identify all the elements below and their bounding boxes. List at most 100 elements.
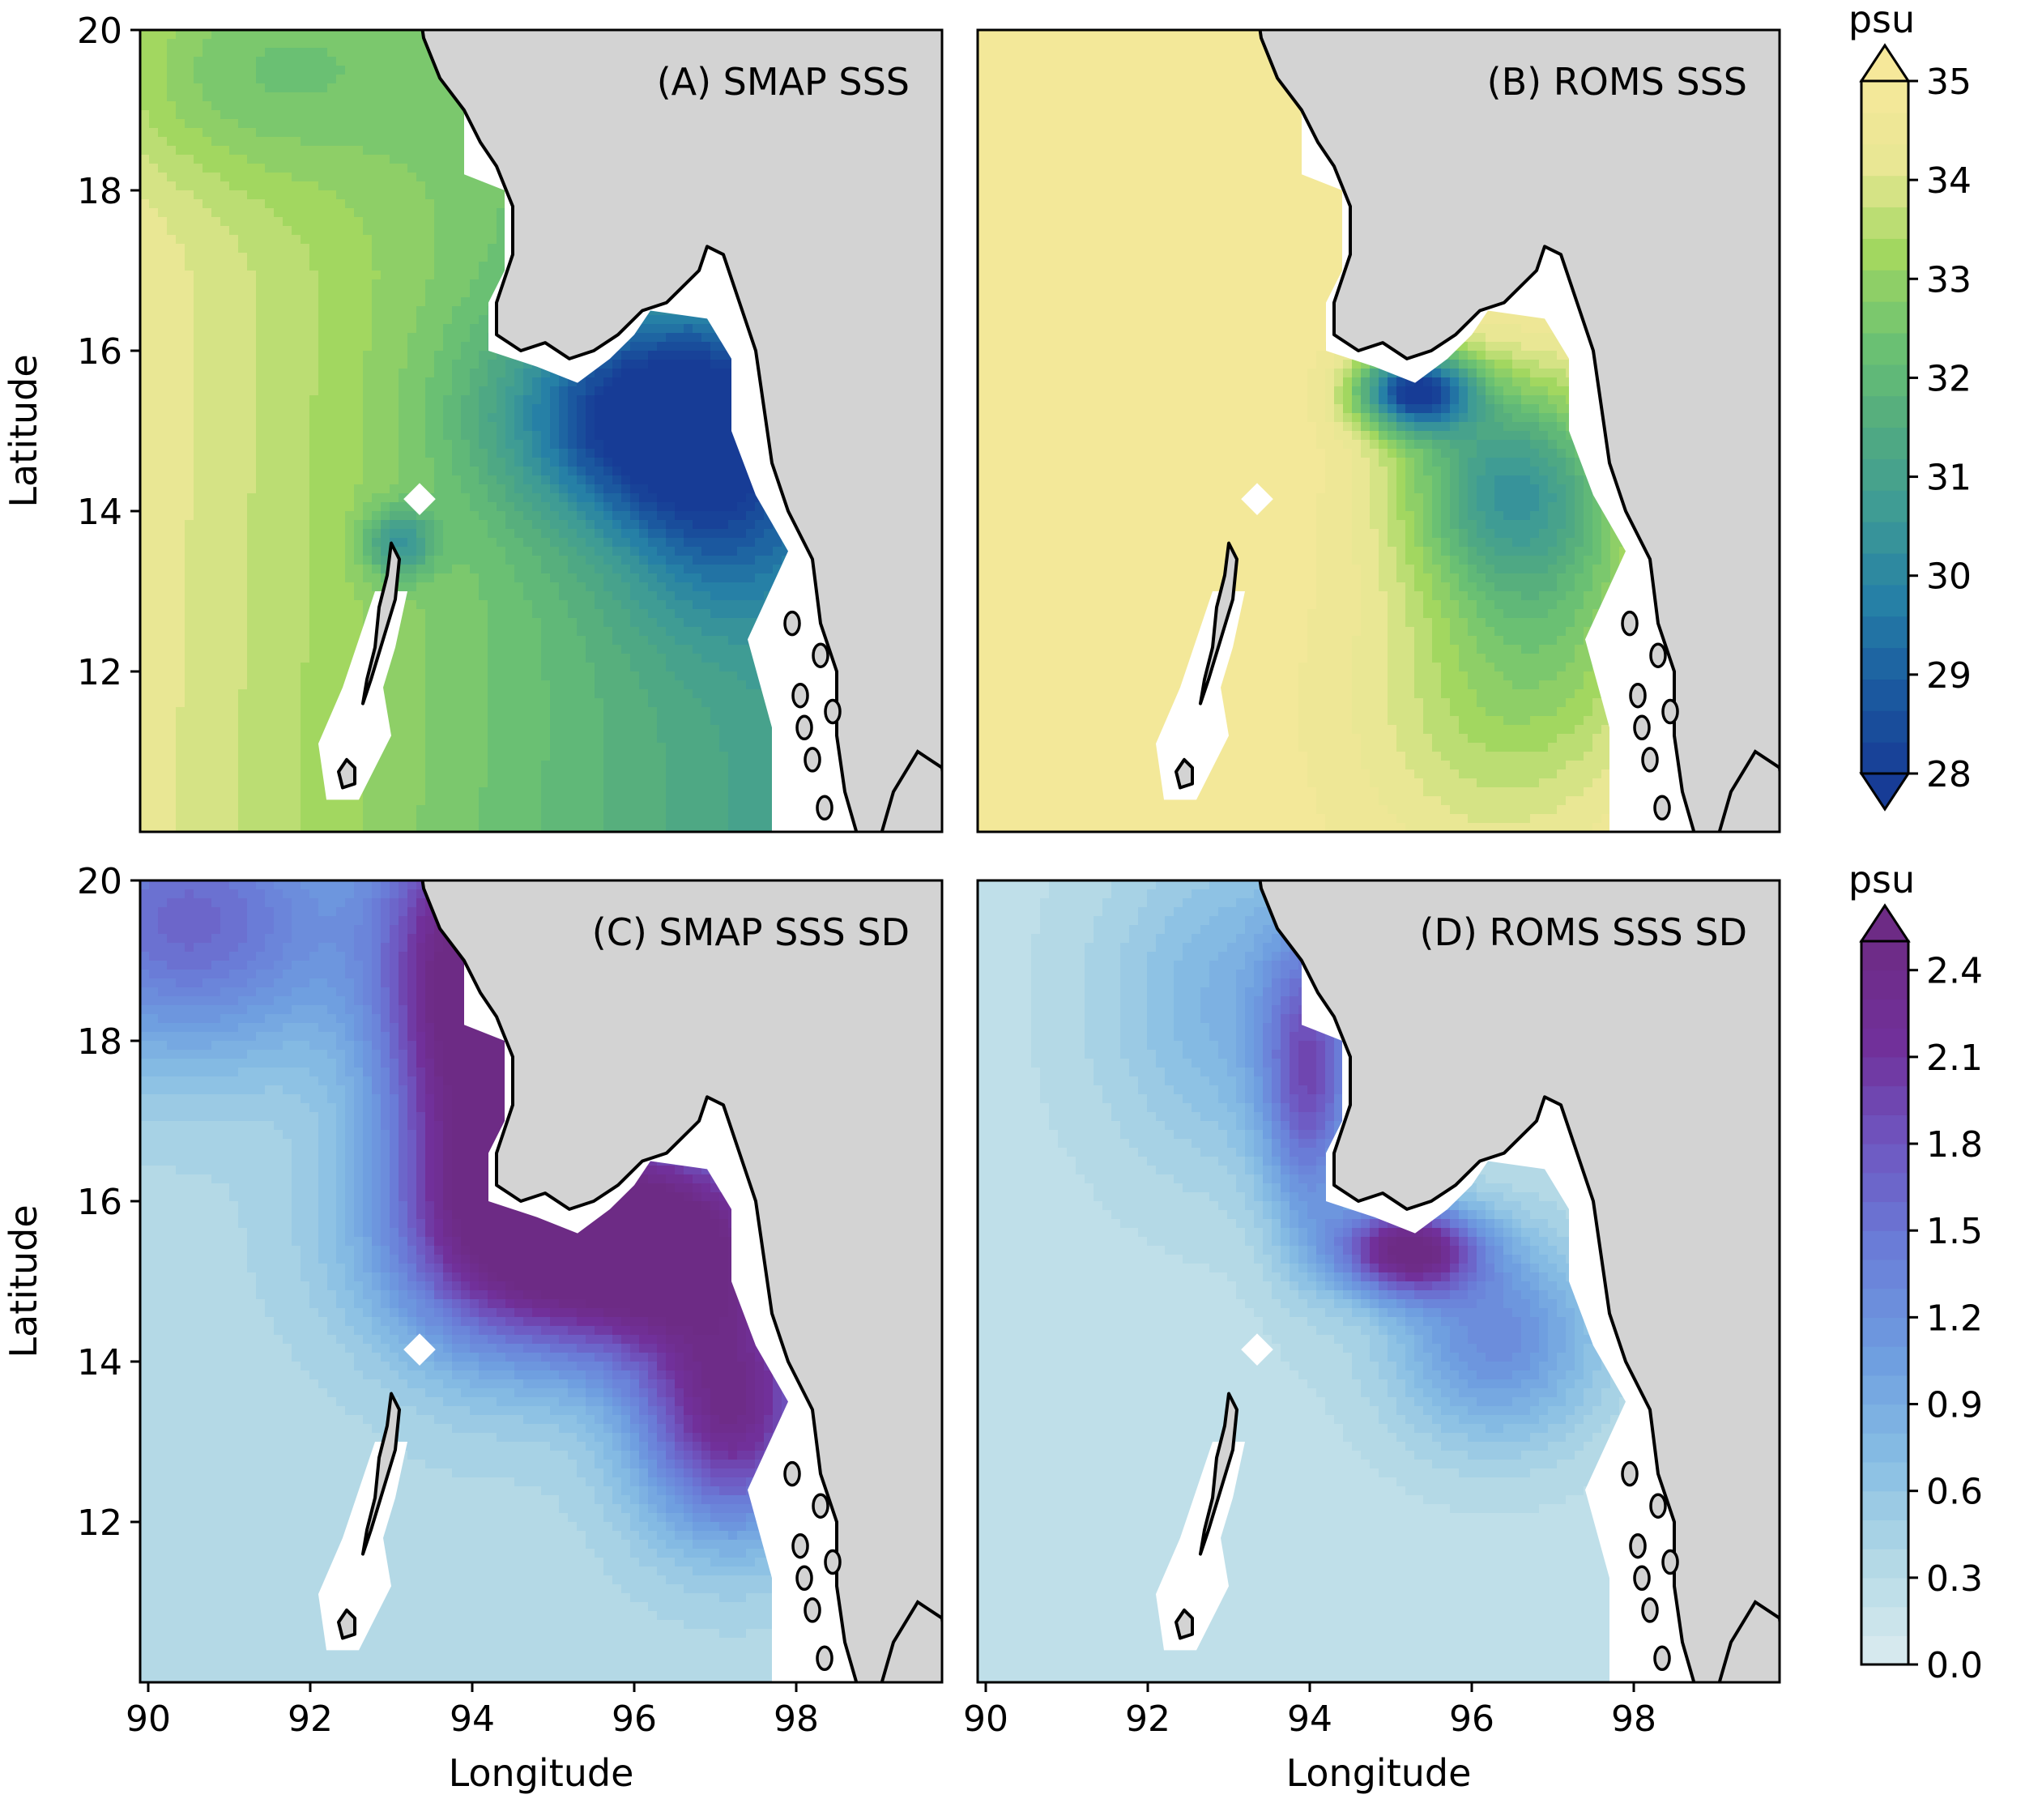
field-cell — [719, 422, 729, 432]
field-cell — [470, 502, 480, 512]
field-cell — [407, 413, 417, 423]
field-cell — [292, 520, 301, 530]
field-cell — [452, 422, 462, 432]
field-cell — [416, 333, 426, 343]
field-cell — [407, 395, 417, 405]
field-cell — [345, 467, 355, 476]
field-cell — [354, 101, 364, 111]
field-cell — [514, 431, 524, 441]
field-cell — [452, 101, 462, 111]
field-cell — [220, 48, 230, 58]
field-cell — [586, 386, 595, 396]
field-cell — [185, 315, 194, 325]
field-cell — [470, 440, 480, 450]
field-cell — [425, 449, 435, 458]
field-cell — [256, 271, 266, 280]
field-cell — [532, 484, 542, 494]
field-cell — [603, 404, 613, 414]
field-cell — [684, 475, 693, 485]
field-cell — [390, 369, 399, 378]
field-cell — [211, 235, 221, 245]
field-cell — [381, 342, 390, 352]
field-cell — [363, 315, 373, 325]
field-cell — [194, 39, 203, 49]
field-cell — [318, 467, 328, 476]
field-cell — [185, 395, 194, 405]
field-cell — [176, 190, 185, 200]
field-cell — [283, 377, 292, 387]
field-cell — [728, 458, 738, 467]
field-cell — [479, 306, 488, 316]
field-cell — [301, 128, 310, 138]
field-cell — [185, 48, 194, 58]
field-cell — [434, 502, 444, 512]
field-cell — [158, 128, 168, 138]
field-cell — [247, 297, 257, 307]
field-cell — [194, 422, 203, 432]
field-cell — [577, 431, 586, 441]
field-cell — [220, 244, 230, 254]
field-cell — [381, 226, 390, 236]
field-cell — [568, 395, 578, 405]
field-cell — [363, 146, 373, 156]
field-cell — [336, 458, 346, 467]
field-cell — [220, 360, 230, 369]
field-cell — [657, 440, 667, 450]
field-cell — [265, 101, 275, 111]
field-cell — [452, 520, 462, 530]
field-cell — [247, 110, 257, 120]
field-cell — [523, 431, 533, 441]
field-cell — [318, 440, 328, 450]
field-cell — [185, 431, 194, 441]
field-cell — [390, 83, 399, 93]
field-cell — [211, 288, 221, 298]
field-cell — [630, 404, 640, 414]
field-cell — [140, 208, 150, 218]
field-cell — [470, 449, 480, 458]
field-cell — [381, 253, 390, 262]
field-cell — [158, 244, 168, 254]
field-cell — [363, 217, 373, 227]
field-cell — [301, 66, 310, 75]
field-cell — [247, 119, 257, 129]
field-cell — [434, 208, 444, 218]
field-cell — [292, 279, 301, 289]
field-cell — [746, 484, 756, 494]
field-cell — [354, 155, 364, 164]
field-cell — [318, 297, 328, 307]
field-cell — [265, 413, 275, 423]
field-cell — [176, 226, 185, 236]
field-cell — [318, 458, 328, 467]
field-cell — [202, 493, 212, 503]
field-cell — [621, 369, 631, 378]
field-cell — [336, 199, 346, 209]
field-cell — [336, 297, 346, 307]
field-cell — [301, 386, 310, 396]
field-cell — [452, 449, 462, 458]
field-cell — [470, 288, 480, 298]
field-cell — [185, 369, 194, 378]
field-cell — [354, 431, 364, 441]
field-cell — [292, 502, 301, 512]
field-cell — [603, 502, 613, 512]
field-cell — [176, 386, 185, 396]
field-cell — [292, 467, 301, 476]
field-cell — [514, 511, 524, 521]
field-cell — [318, 83, 328, 93]
field-cell — [381, 110, 390, 120]
field-cell — [719, 467, 729, 476]
field-cell — [149, 75, 159, 84]
field-cell — [666, 386, 676, 396]
field-cell — [639, 386, 649, 396]
field-cell — [479, 262, 488, 271]
field-cell — [140, 137, 150, 147]
field-cell — [648, 502, 658, 512]
field-cell — [354, 386, 364, 396]
field-cell — [265, 262, 275, 271]
field-cell — [194, 377, 203, 387]
field-cell — [158, 66, 168, 75]
field-cell — [425, 324, 435, 334]
field-cell — [202, 306, 212, 316]
field-cell — [149, 279, 159, 289]
